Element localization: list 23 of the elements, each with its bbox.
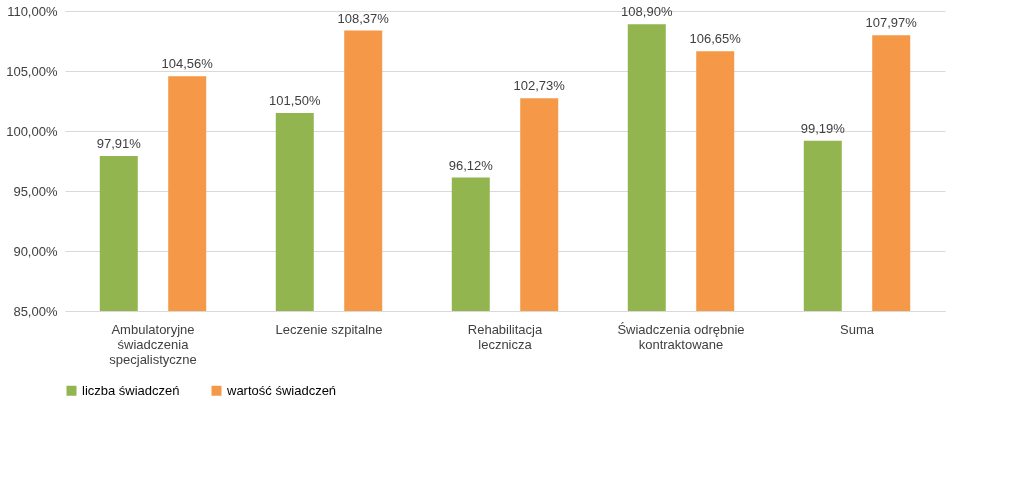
data-label: 106,65% [689, 31, 742, 47]
y-tick-label: 100,00% [6, 123, 58, 139]
y-tick-label: 105,00% [6, 63, 58, 79]
data-label: 108,90% [621, 4, 673, 20]
data-label: 104,56% [161, 56, 214, 72]
data-label: 97,91% [96, 136, 142, 152]
x-tick-label: Suma [840, 321, 875, 337]
x-tick-label: Świadczenia odrębnie kontraktowane [617, 321, 745, 352]
y-tick-label: 95,00% [13, 183, 58, 199]
legend-label: liczba świadczeń [82, 382, 180, 398]
data-label: 107,97% [865, 15, 918, 31]
x-tick-label: Leczenie szpitalne [275, 321, 383, 337]
y-tick-label: 110,00% [7, 3, 58, 19]
data-label: 96,12% [448, 157, 494, 173]
y-tick-label: 90,00% [13, 243, 58, 259]
data-label: 108,37% [337, 10, 390, 26]
y-tick-label: 85,00% [13, 303, 58, 319]
data-label: 101,50% [269, 93, 321, 108]
x-tick-label: Ambulatoryjne świadczenia specjalistyczne [109, 321, 197, 367]
data-label: 99,19% [800, 120, 846, 136]
data-label: 102,73% [513, 78, 566, 94]
x-tick-label: Rehabilitacja lecznicza [467, 321, 543, 352]
legend-label: wartość świadczeń [226, 382, 337, 398]
